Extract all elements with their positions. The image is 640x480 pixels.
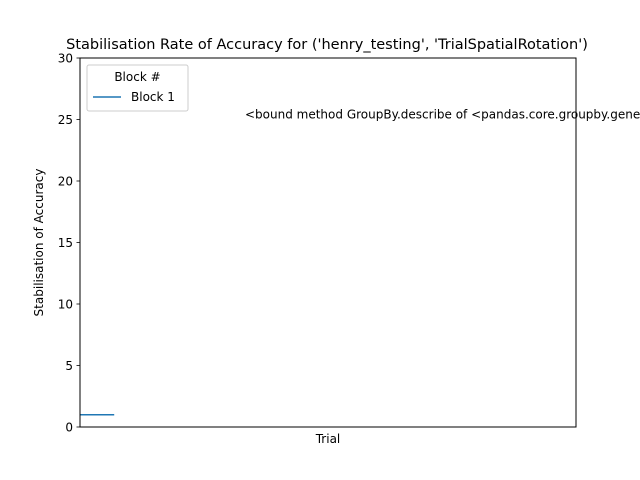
chart-annotation: <bound method GroupBy.describe of <panda… — [245, 108, 640, 122]
legend-title: Block # — [114, 70, 160, 84]
y-tick-label: 0 — [65, 421, 73, 435]
y-tick-label: 30 — [58, 52, 73, 66]
y-tick-label: 25 — [58, 113, 73, 127]
y-axis-label: Stabilisation of Accuracy — [32, 169, 46, 317]
x-axis-label: Trial — [315, 432, 341, 446]
y-tick-label: 5 — [65, 359, 73, 373]
y-tick-label: 10 — [58, 298, 73, 312]
y-axis: 0 5 10 15 20 25 30 — [58, 52, 80, 435]
y-tick-label: 15 — [58, 236, 73, 250]
legend: Block # Block 1 — [86, 64, 189, 112]
legend-label-block-1: Block 1 — [131, 90, 175, 104]
chart-title: Stabilisation Rate of Accuracy for ('hen… — [66, 37, 588, 53]
y-tick-label: 20 — [58, 175, 73, 189]
legend-box — [86, 64, 189, 112]
